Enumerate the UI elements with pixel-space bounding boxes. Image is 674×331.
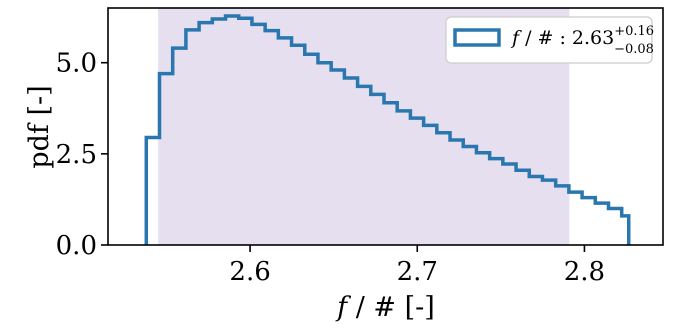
legend: f / # : 2.63+0.16 −0.08 <box>445 16 654 64</box>
legend-subscript: −0.08 <box>614 42 654 57</box>
x-tick-label: 2.6 <box>229 257 270 287</box>
histogram-bin <box>331 70 344 245</box>
x-axis-label-rest: / # [-] <box>347 292 435 323</box>
histogram-bin <box>595 203 608 245</box>
histogram-bin <box>503 164 516 245</box>
histogram-bin <box>569 192 582 245</box>
histogram-bin <box>173 48 186 245</box>
histogram-bin <box>239 18 252 245</box>
histogram-marks <box>144 14 631 245</box>
histogram-bin <box>252 24 265 245</box>
histogram-bin <box>582 198 595 245</box>
x-tick-label: 2.7 <box>397 257 438 287</box>
histogram-bin <box>305 54 318 245</box>
histogram-bin <box>371 94 384 245</box>
histogram-bin <box>424 125 437 245</box>
histogram-series-0 <box>144 14 631 245</box>
legend-superscript: +0.16 <box>614 24 654 39</box>
histogram-bin <box>226 16 239 245</box>
histogram-bin <box>542 180 555 245</box>
histogram-bin <box>358 86 371 245</box>
y-axis-label: pdf [-] <box>24 85 55 168</box>
histogram-bin <box>199 23 212 245</box>
x-axis-label: f / # [-] <box>335 292 435 323</box>
y-tick-label: 0.0 <box>56 231 97 261</box>
histogram-bin <box>292 45 305 245</box>
histogram-bin <box>463 147 476 245</box>
histogram-bin <box>437 133 450 245</box>
x-axis-label-italic: f <box>335 292 351 323</box>
histogram-bin <box>265 31 278 245</box>
legend-entry: f / # : 2.63+0.16 −0.08 <box>510 24 654 57</box>
histogram-bin <box>529 176 542 245</box>
histogram-bin <box>146 137 159 245</box>
histogram-bin <box>212 19 225 245</box>
legend-swatch <box>453 28 501 47</box>
legend-italic: f <box>510 27 522 49</box>
histogram-bin <box>450 140 463 245</box>
histogram-bin <box>410 118 423 245</box>
x-tick-label: 2.8 <box>564 257 605 287</box>
histogram-bin <box>556 186 569 245</box>
histogram-bin <box>476 153 489 245</box>
x-axis-ticks: 2.6 2.7 2.8 <box>229 245 605 287</box>
histogram-bin <box>278 38 291 245</box>
histogram-bin <box>609 209 622 245</box>
y-axis-ticks: 0.0 2.5 5.0 <box>56 49 108 261</box>
histogram-bin <box>159 74 172 245</box>
histogram-bin <box>318 63 331 245</box>
histogram-bin <box>186 30 199 245</box>
histogram-bin <box>397 111 410 245</box>
y-tick-label: 2.5 <box>56 140 97 170</box>
histogram-bin <box>622 216 629 245</box>
histogram-bin <box>384 103 397 245</box>
legend-middle: / # : 2.63 <box>519 27 614 49</box>
histogram-bin <box>344 78 357 245</box>
histogram-bin <box>516 170 529 245</box>
plot-frame <box>107 7 664 246</box>
y-tick-label: 5.0 <box>56 49 97 79</box>
histogram-bin <box>490 159 503 245</box>
